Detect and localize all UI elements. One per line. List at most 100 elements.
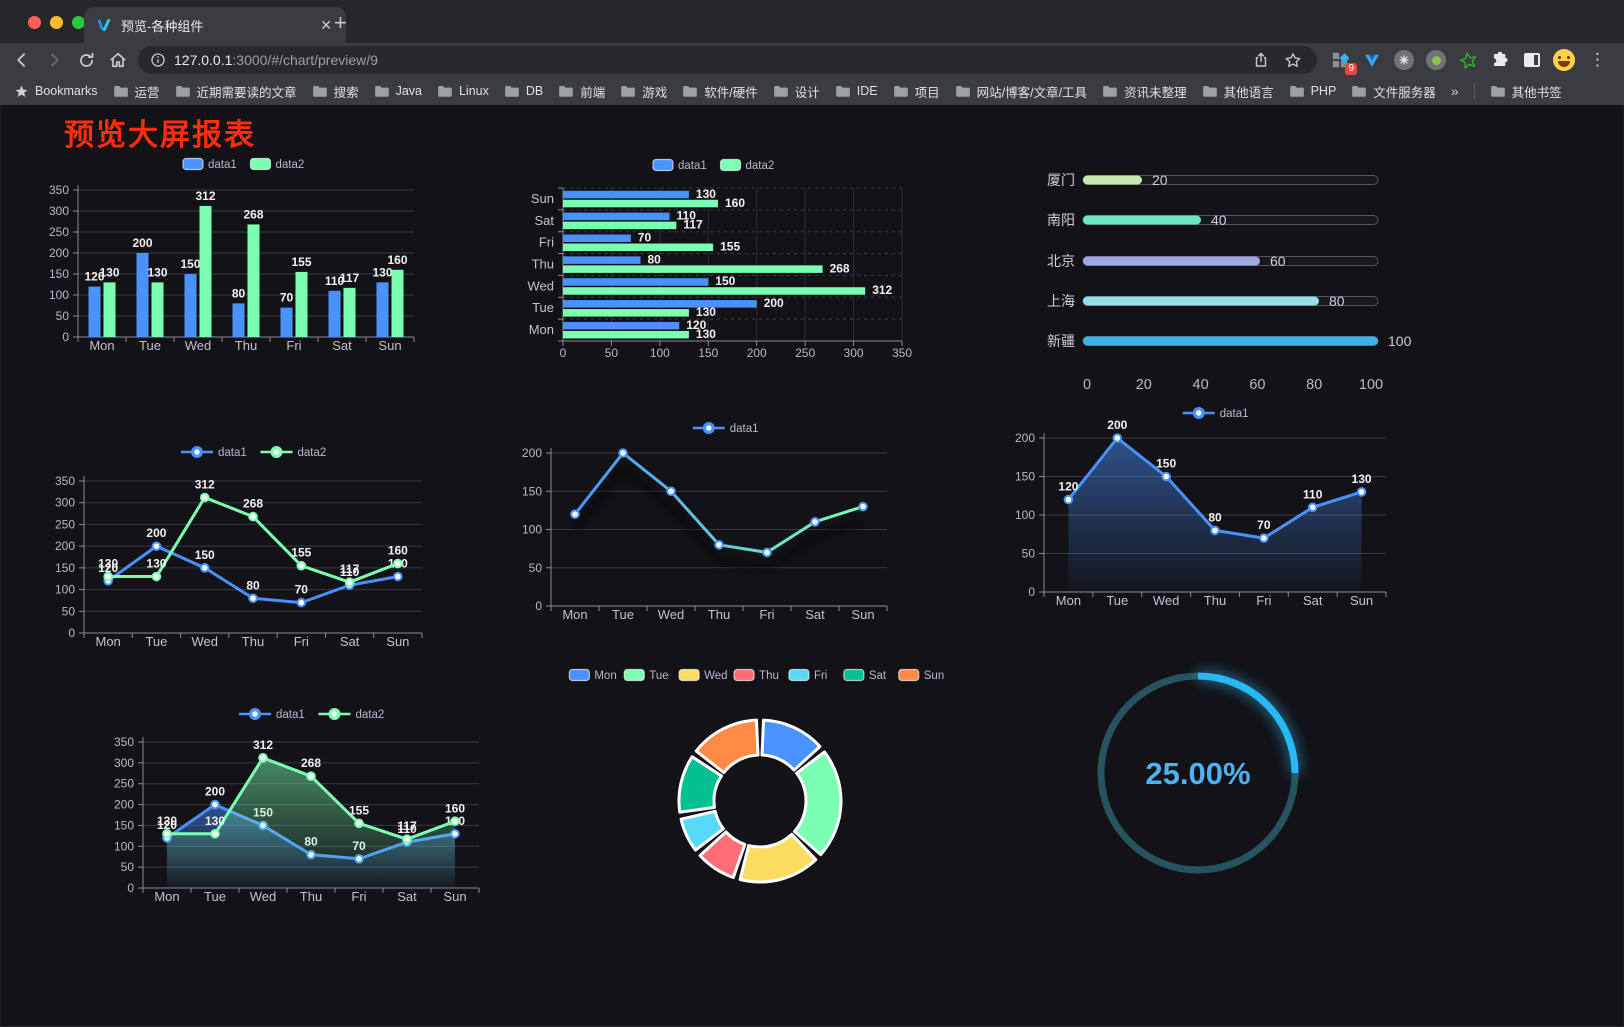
tab-strip: 预览-各种组件 ✕ + (0, 0, 1624, 43)
svg-text:50: 50 (56, 309, 70, 323)
bookmark-folder[interactable]: 游戏 (620, 82, 667, 101)
bookmarks-manager[interactable]: Bookmarks (14, 84, 98, 99)
reload-icon[interactable] (74, 48, 98, 72)
svg-text:Thu: Thu (242, 634, 264, 649)
gauge-chart[interactable]: 25.00% (1088, 663, 1312, 887)
close-window-button[interactable] (28, 16, 41, 29)
bookmark-folder[interactable]: 软件/硬件 (682, 82, 758, 101)
svg-text:200: 200 (1015, 431, 1035, 445)
svg-text:200: 200 (522, 446, 542, 460)
horizontal-bar-chart[interactable]: data1 data2 0 50 100 150 200 250 300 350 Sun 130 160… (505, 150, 925, 368)
svg-text:155: 155 (291, 255, 311, 269)
back-icon[interactable] (10, 48, 34, 72)
donut-pie-chart[interactable]: Mon Tue Wed Thu Fri Sat Sun (555, 640, 965, 896)
bookmark-folder[interactable]: PHP (1289, 84, 1336, 98)
svg-text:100: 100 (49, 288, 69, 302)
vue-devtools-icon[interactable] (1361, 49, 1383, 71)
svg-text:160: 160 (725, 196, 745, 210)
svg-text:0: 0 (62, 330, 69, 344)
bookmark-folder[interactable]: 其他语言 (1202, 82, 1274, 101)
chart-canvas[interactable]: 厦门 20 南阳 40 北京 60 上海 80 新疆 100 0 20 40 60 80 100 (995, 155, 1419, 397)
svg-text:130: 130 (696, 305, 716, 319)
profile-avatar[interactable] (1553, 49, 1575, 71)
double-area-line-chart[interactable]: data1 data2 0 50 100 150 200 250 300 350 Mon Tue Wed… (105, 675, 489, 919)
bookmark-folder[interactable]: Linux (437, 84, 489, 98)
svg-text:50: 50 (121, 860, 135, 874)
svg-text:160: 160 (388, 544, 408, 558)
svg-text:Sun: Sun (851, 607, 874, 622)
bookmark-folder[interactable]: 近期需要读的文章 (175, 82, 297, 101)
svg-text:50: 50 (529, 561, 543, 575)
svg-text:data1: data1 (218, 447, 247, 459)
svg-text:Sun: Sun (443, 889, 466, 904)
svg-text:Sun: Sun (924, 670, 944, 682)
bookmark-folder[interactable]: Java (374, 84, 422, 98)
url-bar[interactable]: 127.0.0.1:3000/#/chart/preview/9 (138, 46, 1317, 74)
bookmark-folder[interactable]: 前端 (558, 82, 605, 101)
command-circle-icon[interactable] (1393, 49, 1415, 71)
chart-canvas[interactable]: data1 data2 0 50 100 150 200 250 300 350 Sun 130 160… (505, 150, 925, 368)
bookmark-folder[interactable]: 搜索 (312, 82, 359, 101)
svg-text:Fri: Fri (294, 634, 309, 649)
minimize-window-button[interactable] (50, 16, 63, 29)
chart-canvas[interactable]: data1 data2 0 50 100 150 200 250 300 350 Mon Tue Wed… (48, 420, 432, 660)
svg-text:150: 150 (522, 484, 542, 498)
svg-text:Sat: Sat (805, 607, 825, 622)
svg-text:Wed: Wed (704, 670, 727, 682)
bookmark-folder[interactable]: 运营 (113, 82, 160, 101)
browser-tab[interactable]: 预览-各种组件 ✕ (84, 7, 346, 43)
extensions-puzzle-icon[interactable] (1489, 49, 1511, 71)
svg-text:data2: data2 (356, 709, 385, 721)
bookmark-folder[interactable]: 文件服务器 (1351, 82, 1436, 101)
zoom-window-button[interactable] (72, 16, 85, 29)
browser-menu-icon[interactable]: ⋮ (1589, 50, 1606, 69)
green-star-icon[interactable] (1457, 49, 1479, 71)
svg-text:300: 300 (844, 346, 864, 360)
sidebar-icon[interactable] (1521, 49, 1543, 71)
area-line-chart[interactable]: data1 0 50 100 150 200 Mon Tue Wed Thu Fri Sat Sun 12… (985, 390, 1389, 618)
bookmarks-label: Bookmarks (35, 84, 98, 98)
bookmark-folder[interactable]: 资讯未整理 (1102, 82, 1187, 101)
chart-canvas[interactable]: 25.00% (1088, 663, 1312, 887)
svg-text:150: 150 (49, 267, 69, 281)
svg-text:200: 200 (55, 539, 75, 553)
bookmarks-overflow-chevron[interactable]: » (1450, 83, 1459, 99)
svg-text:100: 100 (1388, 333, 1412, 349)
svg-text:Mon: Mon (154, 889, 179, 904)
chart-canvas[interactable]: data1 0 50 100 150 200 Mon Tue Wed Thu Fri Sat Sun (505, 395, 895, 631)
home-icon[interactable] (106, 48, 130, 72)
other-bookmarks[interactable]: 其他书签 (1490, 82, 1562, 101)
multi-line-chart[interactable]: data1 data2 0 50 100 150 200 250 300 350 Mon Tue Wed… (48, 420, 432, 660)
bookmark-star-icon[interactable] (1281, 48, 1305, 72)
bookmark-folder[interactable]: 设计 (773, 82, 820, 101)
share-icon[interactable] (1249, 48, 1273, 72)
grouped-bar-chart[interactable]: data1 data2 0 50 100 150 200 250 300 350 Mon Tue Wed… (40, 148, 472, 370)
forward-icon[interactable] (42, 48, 66, 72)
svg-text:117: 117 (340, 562, 360, 576)
chart-canvas[interactable]: Mon Tue Wed Thu Fri Sat Sun (555, 640, 965, 896)
bookmark-folder[interactable]: DB (504, 84, 543, 98)
progress-bar-chart[interactable]: 厦门 20 南阳 40 北京 60 上海 80 新疆 100 0 20 40 60 80 100 (995, 155, 1419, 397)
bookmark-folder[interactable]: 项目 (893, 82, 940, 101)
svg-text:150: 150 (180, 257, 200, 271)
svg-text:200: 200 (747, 346, 767, 360)
svg-text:160: 160 (387, 253, 407, 267)
svg-text:Sun: Sun (1350, 593, 1373, 608)
chart-canvas[interactable]: data1 0 50 100 150 200 Mon Tue Wed Thu Fri Sat Sun 12… (985, 390, 1389, 618)
extension-grid-icon[interactable]: 9 (1329, 49, 1357, 75)
svg-text:Mon: Mon (529, 322, 554, 337)
tab-title: 预览-各种组件 (121, 18, 204, 34)
bookmark-folder[interactable]: IDE (835, 84, 878, 98)
tab-close-icon[interactable]: ✕ (320, 16, 332, 33)
record-circle-icon[interactable] (1425, 49, 1447, 71)
svg-text:155: 155 (720, 240, 740, 254)
tab-favicon (97, 18, 111, 32)
svg-text:Thu: Thu (235, 338, 257, 353)
new-tab-button[interactable]: + (334, 10, 347, 35)
bookmark-folder[interactable]: 网站/博客/文章/工具 (955, 82, 1087, 101)
gradient-line-chart[interactable]: data1 0 50 100 150 200 Mon Tue Wed Thu Fri Sat Sun (505, 395, 895, 631)
chart-canvas[interactable]: data1 data2 0 50 100 150 200 250 300 350 Mon Tue Wed… (105, 675, 489, 919)
svg-text:100: 100 (114, 839, 134, 853)
site-info-icon[interactable] (150, 52, 166, 68)
chart-canvas[interactable]: data1 data2 0 50 100 150 200 250 300 350 Mon Tue Wed… (40, 148, 472, 370)
